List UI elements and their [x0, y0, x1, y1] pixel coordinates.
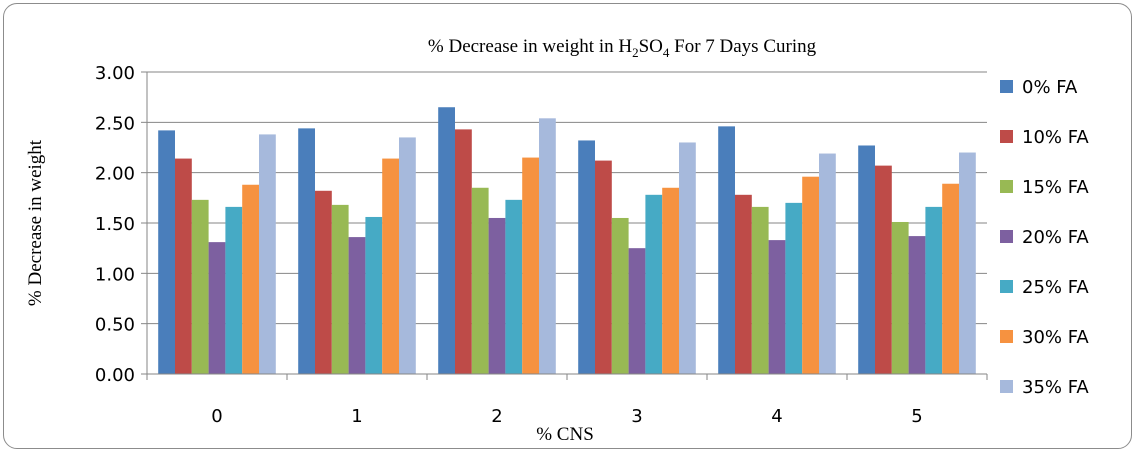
- y-tick-label: 1.50: [95, 214, 135, 235]
- bar: [595, 160, 612, 374]
- bar: [191, 199, 209, 374]
- chart-title-suffix: For 7 Days Curing: [669, 36, 816, 57]
- legend-swatch: [1000, 230, 1013, 243]
- y-tick-label: 3.00: [95, 63, 135, 84]
- bar: [802, 176, 819, 374]
- bar: [382, 158, 399, 374]
- bar: [158, 130, 175, 374]
- bar: [505, 199, 523, 374]
- bar: [399, 137, 416, 374]
- legend-label: 30% FA: [1022, 327, 1089, 348]
- bar: [662, 187, 679, 374]
- bar: [488, 217, 506, 374]
- y-tick-label: 1.00: [95, 264, 135, 285]
- y-tick-label: 0.50: [95, 315, 135, 336]
- bar: [875, 165, 892, 374]
- bar: [628, 248, 646, 374]
- legend-label: 0% FA: [1022, 77, 1078, 98]
- legend-label: 35% FA: [1022, 377, 1089, 398]
- bar: [539, 118, 556, 374]
- legend-swatch: [1000, 280, 1013, 293]
- bar: [522, 157, 539, 374]
- bar: [925, 206, 943, 374]
- bar: [768, 240, 786, 374]
- x-tick-label: 4: [771, 406, 782, 427]
- legend-label: 20% FA: [1022, 227, 1089, 248]
- bar: [718, 126, 735, 374]
- chart-title: % Decrease in weight in H2SO4 For 7 Days…: [428, 36, 817, 60]
- y-tick-label: 0.00: [95, 365, 135, 386]
- bar: [858, 145, 875, 374]
- x-tick-label: 1: [351, 406, 362, 427]
- bar: [242, 184, 259, 374]
- bar: [348, 237, 366, 374]
- bar: [298, 128, 315, 374]
- bar: [735, 194, 752, 374]
- bar: [819, 153, 836, 374]
- chart-title-sub2: 4: [663, 45, 670, 60]
- bar: [959, 152, 976, 374]
- legend-swatch: [1000, 180, 1013, 193]
- bar: [331, 204, 349, 374]
- bar: [365, 216, 383, 374]
- x-tick-label: 5: [911, 406, 922, 427]
- bar: [225, 206, 243, 374]
- legend-swatch: [1000, 380, 1013, 393]
- legend-swatch: [1000, 80, 1013, 93]
- bar: [455, 129, 472, 374]
- bar: [259, 134, 276, 374]
- bar: [891, 221, 909, 374]
- x-axis-label: % CNS: [536, 424, 594, 445]
- y-axis-label: % Decrease in weight: [25, 139, 46, 306]
- bar: [471, 187, 489, 374]
- legend-label: 15% FA: [1022, 177, 1089, 198]
- legend-label: 10% FA: [1022, 127, 1089, 148]
- chart-title-mid: SO: [639, 36, 663, 57]
- chart-title-prefix: % Decrease in weight in H: [428, 36, 632, 57]
- bar: [645, 194, 663, 374]
- bar: [942, 183, 959, 374]
- bar: [785, 202, 803, 374]
- bar: [908, 236, 926, 374]
- chart-title-sub1: 2: [632, 45, 639, 60]
- legend-swatch: [1000, 330, 1013, 343]
- bar: [611, 217, 629, 374]
- bar: [315, 190, 332, 374]
- bar: [751, 206, 769, 374]
- legend-label: 25% FA: [1022, 277, 1089, 298]
- x-tick-label: 3: [631, 406, 642, 427]
- bar: [208, 242, 226, 374]
- x-tick-label: 2: [491, 406, 502, 427]
- bar: [679, 142, 696, 374]
- y-tick-label: 2.00: [95, 164, 135, 185]
- bar: [578, 140, 595, 374]
- x-tick-label: 0: [211, 406, 222, 427]
- legend-swatch: [1000, 130, 1013, 143]
- bar: [438, 107, 455, 374]
- y-tick-label: 2.50: [95, 113, 135, 134]
- bar: [175, 158, 192, 374]
